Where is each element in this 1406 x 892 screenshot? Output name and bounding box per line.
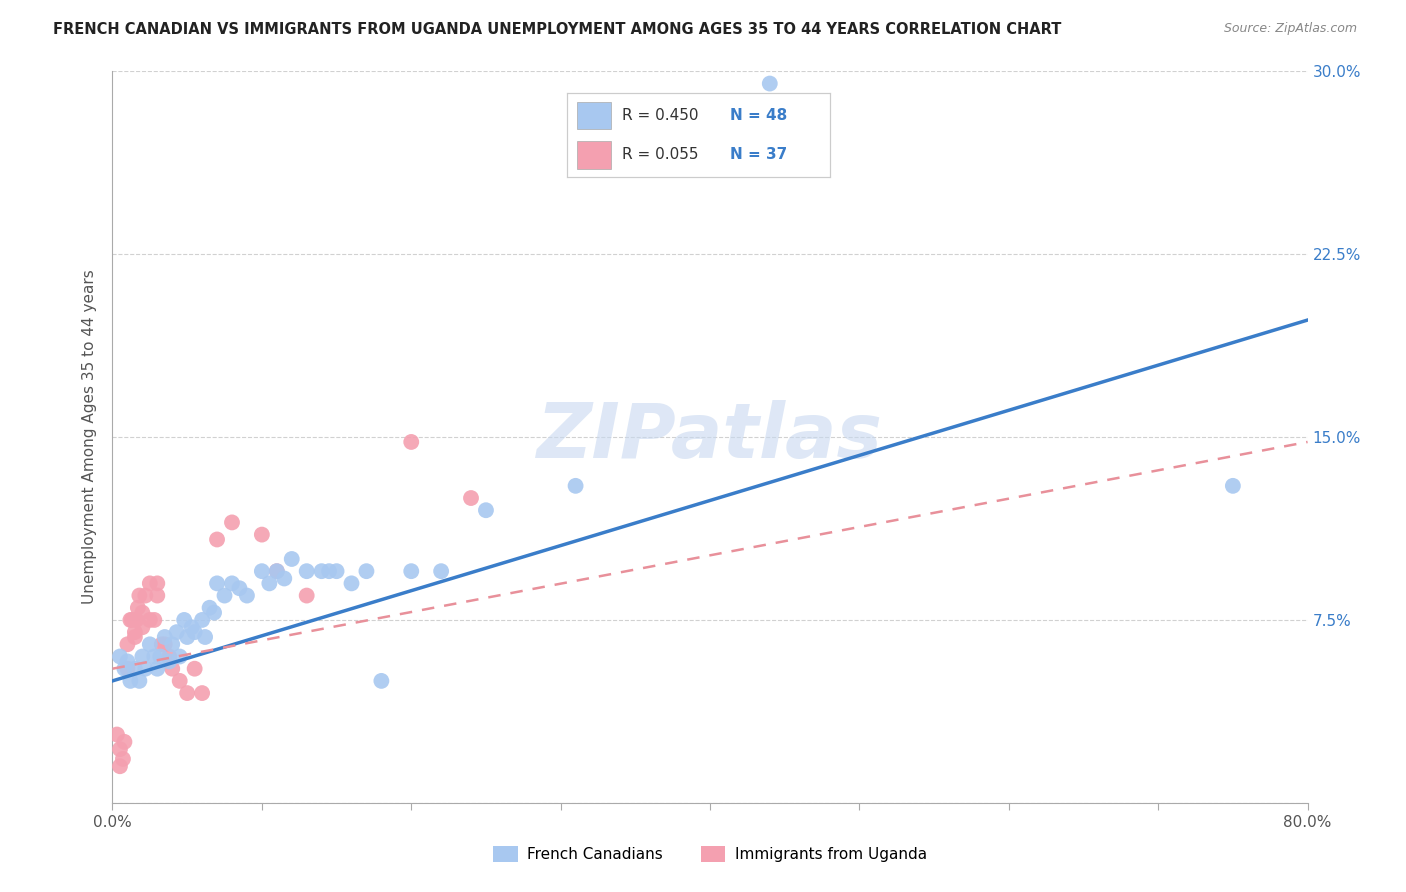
- Point: [143, 613, 166, 627]
- Point: [191, 613, 214, 627]
- Point: [127, 600, 149, 615]
- Point: [194, 630, 217, 644]
- Point: [250, 527, 273, 541]
- Point: [134, 589, 156, 603]
- Point: [125, 613, 148, 627]
- Point: [149, 649, 172, 664]
- Point: [124, 625, 146, 640]
- Point: [139, 613, 162, 627]
- Point: [117, 662, 139, 676]
- Point: [139, 576, 162, 591]
- Point: [356, 564, 378, 578]
- Point: [162, 662, 183, 676]
- Y-axis label: Unemployment Among Ages 35 to 44 years: Unemployment Among Ages 35 to 44 years: [82, 269, 97, 605]
- Point: [128, 589, 150, 603]
- Point: [173, 613, 195, 627]
- Point: [176, 630, 198, 644]
- Point: [266, 564, 288, 578]
- Point: [340, 576, 363, 591]
- Text: FRENCH CANADIAN VS IMMIGRANTS FROM UGANDA UNEMPLOYMENT AMONG AGES 35 TO 44 YEARS: FRENCH CANADIAN VS IMMIGRANTS FROM UGAND…: [53, 22, 1062, 37]
- Point: [370, 673, 392, 688]
- Point: [108, 742, 131, 756]
- Point: [157, 649, 180, 664]
- Point: [266, 564, 288, 578]
- Point: [111, 752, 134, 766]
- Point: [143, 649, 166, 664]
- Point: [318, 564, 340, 578]
- Point: [146, 589, 169, 603]
- Point: [150, 637, 173, 651]
- Point: [166, 625, 188, 640]
- Point: [198, 600, 221, 615]
- Point: [121, 613, 143, 627]
- Point: [114, 735, 135, 749]
- Text: ZIPatlas: ZIPatlas: [537, 401, 883, 474]
- Point: [139, 637, 162, 651]
- Point: [134, 662, 156, 676]
- Point: [759, 77, 782, 91]
- Point: [117, 637, 139, 651]
- Point: [221, 516, 243, 530]
- Point: [401, 434, 423, 449]
- Point: [205, 576, 228, 591]
- Point: [108, 649, 131, 664]
- Point: [105, 727, 128, 741]
- Point: [176, 686, 198, 700]
- Point: [236, 589, 259, 603]
- Point: [273, 572, 295, 586]
- Point: [169, 673, 191, 688]
- Point: [153, 630, 176, 644]
- Point: [131, 649, 153, 664]
- Point: [131, 620, 153, 634]
- Point: [221, 576, 243, 591]
- Point: [146, 576, 169, 591]
- Point: [214, 589, 236, 603]
- Point: [183, 662, 205, 676]
- Point: [117, 654, 139, 668]
- Point: [131, 606, 153, 620]
- Point: [120, 673, 142, 688]
- Point: [1222, 479, 1244, 493]
- Point: [460, 491, 482, 505]
- Point: [250, 564, 273, 578]
- Point: [157, 654, 180, 668]
- Point: [162, 637, 183, 651]
- Point: [191, 686, 214, 700]
- Point: [180, 620, 202, 634]
- Point: [311, 564, 333, 578]
- Point: [202, 606, 225, 620]
- Point: [124, 662, 146, 676]
- Point: [430, 564, 453, 578]
- Point: [228, 581, 250, 595]
- Point: [401, 564, 423, 578]
- Point: [124, 630, 146, 644]
- Legend: French Canadians, Immigrants from Uganda: French Canadians, Immigrants from Uganda: [488, 840, 932, 868]
- Point: [259, 576, 281, 591]
- Point: [295, 589, 318, 603]
- Point: [120, 613, 142, 627]
- Point: [325, 564, 347, 578]
- Point: [146, 662, 169, 676]
- Point: [114, 662, 135, 676]
- Point: [475, 503, 498, 517]
- Point: [295, 564, 318, 578]
- Point: [205, 533, 228, 547]
- Point: [108, 759, 131, 773]
- Point: [169, 649, 191, 664]
- Point: [564, 479, 586, 493]
- Point: [281, 552, 304, 566]
- Text: Source: ZipAtlas.com: Source: ZipAtlas.com: [1223, 22, 1357, 36]
- Point: [153, 637, 176, 651]
- Point: [183, 625, 205, 640]
- Point: [128, 673, 150, 688]
